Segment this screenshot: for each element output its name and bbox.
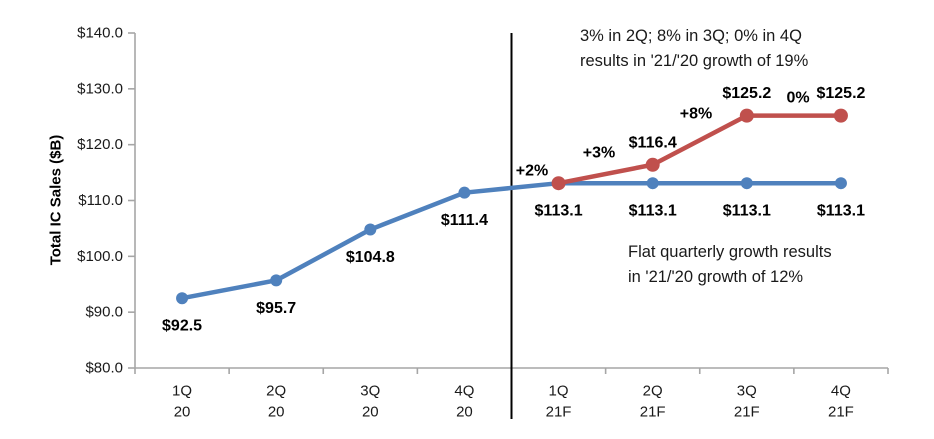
y-axis-tick-label: $100.0 bbox=[77, 248, 123, 265]
flat-scenario-data-label: $113.1 bbox=[817, 203, 865, 220]
flat-scenario-data-label: $95.7 bbox=[256, 300, 296, 317]
growth-scenario-line bbox=[556, 113, 844, 186]
y-axis-tick-label: $110.0 bbox=[78, 192, 123, 209]
flat-scenario-line bbox=[179, 180, 844, 301]
x-category-year: 21F bbox=[546, 404, 572, 421]
annotation-flat-scenario: Flat quarterly growth results in '21/'20… bbox=[628, 240, 832, 290]
y-axis-tick-label: $80.0 bbox=[85, 360, 123, 377]
x-category-quarter: 2Q bbox=[266, 383, 286, 400]
x-category-year: 20 bbox=[456, 404, 473, 421]
x-category-quarter: 4Q bbox=[831, 383, 851, 400]
x-category-year: 20 bbox=[174, 404, 191, 421]
x-category-quarter: 1Q bbox=[549, 383, 569, 400]
y-axis-title: Total IC Sales ($B) bbox=[47, 134, 65, 266]
growth-scenario-data-label: $125.2 bbox=[816, 85, 865, 102]
flat-scenario-data-label: $111.4 bbox=[441, 212, 488, 229]
y-axis-tick-label: $120.0 bbox=[77, 136, 123, 153]
x-category-year: 21F bbox=[734, 404, 760, 421]
growth-rate-label: +3% bbox=[583, 145, 615, 162]
flat-scenario-marker bbox=[458, 186, 471, 199]
annotation-growth-line1: 3% in 2Q; 8% in 3Q; 0% in 4Q bbox=[580, 27, 802, 45]
x-category-year: 21F bbox=[828, 404, 854, 421]
flat-scenario-data-label: $113.1 bbox=[535, 203, 583, 220]
growth-scenario-marker bbox=[551, 176, 566, 191]
growth-scenario-marker bbox=[739, 108, 754, 123]
flat-scenario-data-label: $113.1 bbox=[723, 203, 771, 220]
x-category-year: 21F bbox=[640, 404, 666, 421]
growth-rate-label: 0% bbox=[786, 90, 809, 107]
flat-scenario-marker bbox=[364, 223, 377, 236]
annotation-growth-line2: results in '21/'20 growth of 19% bbox=[580, 52, 809, 70]
x-category-quarter: 2Q bbox=[643, 383, 663, 400]
growth-scenario-marker bbox=[645, 157, 660, 172]
y-axis-tick-label: $140.0 bbox=[77, 25, 123, 42]
growth-scenario-data-label: $116.4 bbox=[629, 134, 677, 151]
flat-scenario-data-label: $113.1 bbox=[629, 203, 677, 220]
annotation-flat-line2: in '21/'20 growth of 12% bbox=[628, 268, 804, 286]
x-category-year: 20 bbox=[362, 404, 379, 421]
growth-rate-label: +8% bbox=[680, 106, 712, 123]
flat-scenario-data-label: $92.5 bbox=[162, 318, 202, 335]
flat-scenario-marker bbox=[834, 177, 847, 190]
growth-rate-label: +2% bbox=[516, 163, 548, 180]
flat-scenario-marker bbox=[270, 274, 283, 287]
y-axis-tick-label: $90.0 bbox=[85, 304, 123, 321]
flat-scenario-marker bbox=[646, 177, 659, 190]
flat-scenario-data-label: $104.8 bbox=[346, 249, 395, 266]
flat-scenario-marker bbox=[740, 177, 753, 190]
annotation-flat-line1: Flat quarterly growth results bbox=[628, 243, 832, 261]
x-category-quarter: 1Q bbox=[172, 383, 192, 400]
x-category-quarter: 4Q bbox=[454, 383, 474, 400]
x-category-quarter: 3Q bbox=[737, 383, 757, 400]
x-category-quarter: 3Q bbox=[360, 383, 380, 400]
growth-scenario-data-label: $125.2 bbox=[722, 85, 771, 102]
growth-scenario-marker bbox=[833, 108, 848, 123]
y-axis-tick-label: $130.0 bbox=[77, 80, 123, 97]
flat-scenario-marker bbox=[176, 292, 189, 305]
x-category-year: 20 bbox=[268, 404, 285, 421]
annotation-growth-scenario: 3% in 2Q; 8% in 3Q; 0% in 4Q results in … bbox=[580, 24, 808, 74]
